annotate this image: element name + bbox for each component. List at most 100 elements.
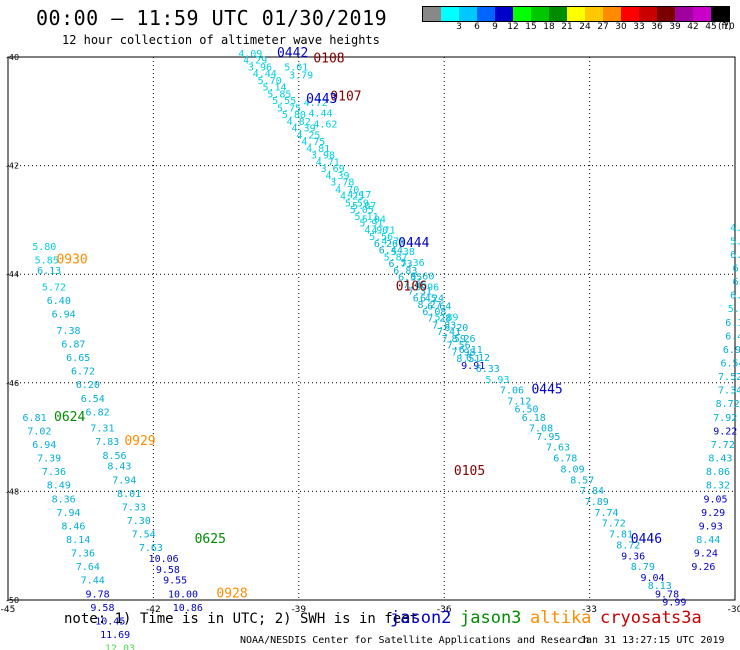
wave-height-label: 7.31 xyxy=(408,286,432,297)
wave-height-label: 7.81 xyxy=(609,530,633,541)
lon-tick-label: -42 xyxy=(146,605,161,615)
legend-label: 42 xyxy=(687,22,699,32)
satellite-label: altika xyxy=(530,608,592,628)
note-text: note: 1) Time is in UTC; 2) SWH is in fe… xyxy=(64,611,419,627)
wave-height-label: 7.36 xyxy=(42,467,66,478)
wave-height-label: 5.70 xyxy=(258,76,282,87)
wave-height-label: 6.72 xyxy=(71,367,95,378)
legend-swatch xyxy=(693,7,711,21)
legend-swatch xyxy=(621,7,639,21)
legend-label: 18 xyxy=(543,22,555,32)
wave-height-label: 6.03 xyxy=(733,263,740,274)
wave-height-label: 5.11 xyxy=(355,212,379,223)
wave-height-label: 7.44 xyxy=(81,576,105,587)
wave-height-label: 8.44 xyxy=(696,535,720,546)
wave-height-label: 5.91 xyxy=(359,218,383,229)
wave-height-label: 4.70 xyxy=(335,185,359,196)
wave-height-label: 3.98 xyxy=(311,151,335,162)
wave-height-label: 6.50 xyxy=(514,405,538,416)
page-title: 00:00 – 11:59 UTC 01/30/2019 xyxy=(36,6,388,30)
legend-label: 45 xyxy=(705,22,717,32)
wave-height-label: 6.33 xyxy=(476,364,500,375)
wave-height-label: 8.43 xyxy=(708,454,732,465)
wave-height-label: 10.45 xyxy=(95,616,125,627)
wave-height-label: 6.83 xyxy=(393,266,417,277)
legend-label: 9 xyxy=(492,22,498,32)
wave-height-label: 7.59 xyxy=(442,334,466,345)
wave-height-label: 3.69 xyxy=(321,164,345,175)
pass-time-label: 0625 xyxy=(195,532,226,547)
wave-height-label: 7.94 xyxy=(112,475,136,486)
wave-height-label: 6.35 xyxy=(398,273,422,284)
wave-height-label: 8.14 xyxy=(66,535,90,546)
legend-swatch xyxy=(423,7,441,21)
wave-height-label: 4.62 xyxy=(313,120,337,131)
satellite-label: jason3 xyxy=(460,608,522,628)
legend-swatch xyxy=(459,7,477,21)
wave-height-label: 4.39 xyxy=(292,123,316,134)
wave-height-label: 5.04 xyxy=(362,215,386,226)
wave-height-label: 9.78 xyxy=(86,589,110,600)
legend-label: 27 xyxy=(597,22,609,32)
wave-height-label: 8.57 xyxy=(570,475,594,486)
wave-height-label: 11.69 xyxy=(100,630,130,641)
wave-height-label: 5.74 xyxy=(730,236,740,247)
wave-height-label: 7.06 xyxy=(500,386,524,397)
pass-time-label: 0624 xyxy=(54,410,85,425)
lon-tick-label: -30 xyxy=(728,605,740,615)
lon-tick-label: -36 xyxy=(437,605,452,615)
legend-swatch xyxy=(441,7,459,21)
wave-height-label: 8.13 xyxy=(648,581,672,592)
pass-time-label: 0106 xyxy=(396,279,427,294)
wave-height-label: 6.24 xyxy=(420,293,444,304)
legend-swatch xyxy=(567,7,585,21)
wave-height-label: 7.36 xyxy=(71,549,95,560)
wave-height-label: 6.18 xyxy=(522,413,546,424)
legend-label: 3 xyxy=(456,22,462,32)
pass-time-label: 0105 xyxy=(454,464,485,479)
legend-swatch xyxy=(585,7,603,21)
wave-height-label: 8.56 xyxy=(103,451,127,462)
legend-swatch xyxy=(657,7,675,21)
wave-height-label: 7.74 xyxy=(594,508,618,519)
wave-height-label: 9.78 xyxy=(655,589,679,600)
wave-height-label: 10.06 xyxy=(149,554,179,565)
wave-height-label: 9.93 xyxy=(699,521,723,532)
satellite-label: cryosat xyxy=(600,608,672,628)
page-subtitle: 12 hour collection of altimeter wave hei… xyxy=(62,33,380,47)
wave-height-label: 5.01 xyxy=(284,63,308,74)
wave-height-label: 5.55 xyxy=(272,96,296,107)
wave-height-label: 8.27 xyxy=(418,300,442,311)
wave-height-label: 4.81 xyxy=(306,144,330,155)
wave-height-label: 6.94 xyxy=(32,440,56,451)
wave-height-label: 4.25 xyxy=(340,191,364,202)
wave-height-label: 5.57 xyxy=(728,304,740,315)
wave-height-label: 4.75 xyxy=(381,236,405,247)
pass-time-label: 0929 xyxy=(124,434,155,449)
legend-swatch xyxy=(513,7,531,21)
wave-height-label: 5.38 xyxy=(391,247,415,258)
wave-height-label: 6.16 xyxy=(725,318,740,329)
wave-height-label: 7.92 xyxy=(713,413,737,424)
pass-time-label: 0107 xyxy=(330,89,361,104)
wave-height-label: 5.72 xyxy=(42,282,66,293)
color-scale-legend xyxy=(422,6,730,22)
wave-height-label: 6.54 xyxy=(720,359,740,370)
wave-height-label: 5.05 xyxy=(350,205,374,216)
wave-height-label: 4.39 xyxy=(325,171,349,182)
wave-height-label: 6.98 xyxy=(723,345,740,356)
satellite-label: s3a xyxy=(671,608,702,628)
wave-height-label: 7.08 xyxy=(529,424,553,435)
wave-height-label: 4.72 xyxy=(304,98,328,109)
wave-height-label: 6.19 xyxy=(733,277,740,288)
wave-height-label: 8.46 xyxy=(61,521,85,532)
wave-height-label: 6.26 xyxy=(374,239,398,250)
pass-time-label: 0445 xyxy=(531,383,562,398)
wave-height-label: 7.94 xyxy=(56,508,80,519)
pass-time-label: 0442 xyxy=(277,46,308,61)
wave-height-label: 9.24 xyxy=(694,549,718,560)
wave-height-label: 8.79 xyxy=(631,562,655,573)
legend-label: 33 xyxy=(633,22,645,32)
wave-height-label: 6.45 xyxy=(413,293,437,304)
legend-swatch xyxy=(477,7,495,21)
